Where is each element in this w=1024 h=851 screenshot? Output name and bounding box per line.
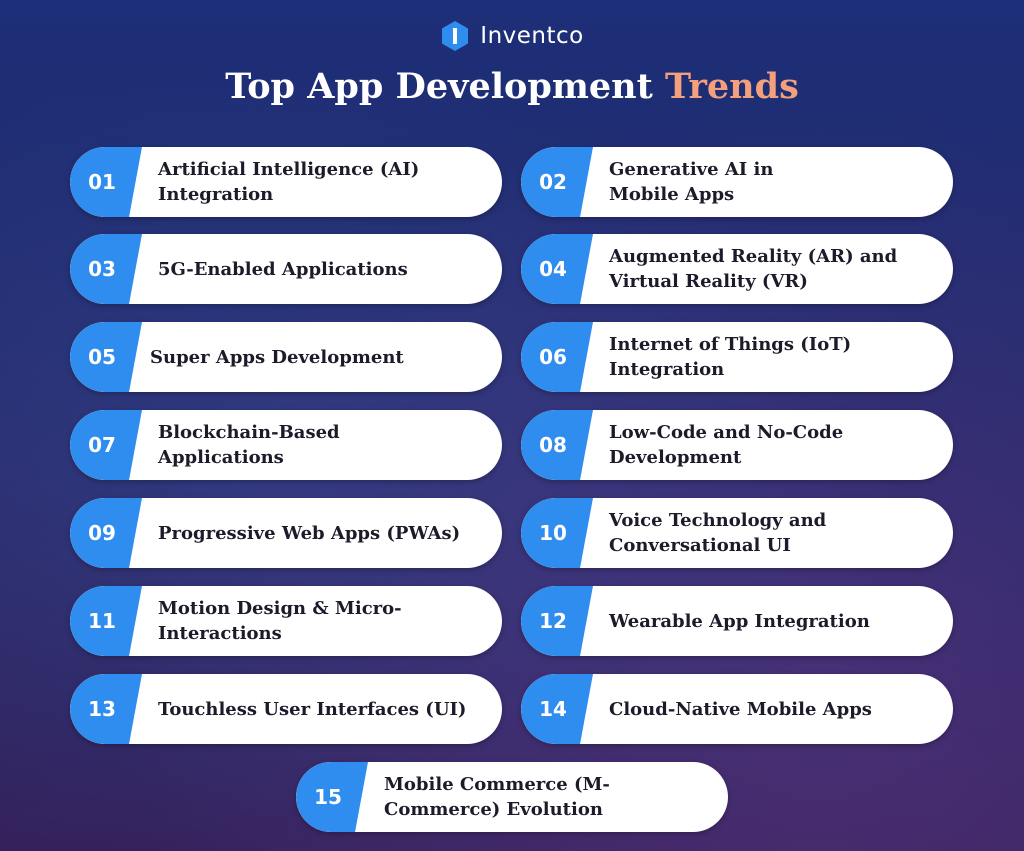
trend-label: Super Apps Development: [150, 322, 482, 392]
trend-label-line2: Applications: [158, 447, 284, 468]
trend-badge: [521, 674, 593, 744]
trend-card-05: 05 Super Apps Development: [70, 322, 502, 392]
trend-number: 02: [539, 170, 567, 194]
trend-label-line1: Low-Code and No-Code: [609, 422, 844, 443]
trend-badge: [70, 498, 142, 568]
trend-label-line1: Blockchain-Based: [158, 422, 340, 443]
trend-label-line2: Integration: [158, 184, 274, 205]
trend-number: 05: [88, 345, 116, 369]
trend-number: 14: [539, 697, 567, 721]
trend-label-line2: Integration: [609, 359, 725, 380]
page-title: Top App Development Trends: [0, 66, 1024, 107]
trend-label-line1: Mobile Commerce (M-: [384, 774, 610, 795]
trend-badge: [296, 762, 368, 832]
trend-card-10: 10 Voice Technology and Conversational UI: [521, 498, 953, 568]
trend-label: Wearable App Integration: [609, 586, 933, 656]
trend-number: 11: [88, 609, 116, 633]
trend-number: 04: [539, 257, 567, 281]
trend-badge: [521, 322, 593, 392]
trend-badge: [70, 147, 142, 217]
trend-label-line1: 5G-Enabled Applications: [158, 258, 408, 280]
trend-badge: [70, 674, 142, 744]
trend-label: Low-Code and No-Code Development: [609, 410, 933, 480]
trend-label: Progressive Web Apps (PWAs): [158, 498, 482, 568]
trend-label-line2: Development: [609, 447, 742, 468]
trend-label: Generative AI in Mobile Apps: [609, 147, 933, 217]
trend-label: Augmented Reality (AR) and Virtual Realit…: [609, 234, 933, 304]
trend-label-line1: Generative AI in: [609, 159, 774, 180]
trend-badge: [521, 410, 593, 480]
trend-label-line1: Internet of Things (IoT): [609, 334, 852, 355]
trend-card-07: 07 Blockchain-Based Applications: [70, 410, 502, 480]
trend-label-line1: Cloud-Native Mobile Apps: [609, 698, 872, 720]
trend-label-line1: Artificial Intelligence (AI): [158, 159, 420, 180]
trend-label: Motion Design & Micro- Interactions: [158, 586, 482, 656]
trend-number: 09: [88, 521, 116, 545]
trend-label-line1: Augmented Reality (AR) and: [609, 246, 898, 267]
trend-label-line2: Interactions: [158, 623, 282, 644]
trend-label-line1: Touchless User Interfaces (UI): [158, 698, 467, 720]
trend-label: Blockchain-Based Applications: [158, 410, 482, 480]
trend-number: 15: [314, 785, 342, 809]
trend-badge: [521, 147, 593, 217]
trend-label-line2: Conversational UI: [609, 535, 791, 556]
trend-label-line2: Commerce) Evolution: [384, 799, 603, 820]
trend-label-line1: Progressive Web Apps (PWAs): [158, 522, 461, 544]
trend-number: 08: [539, 433, 567, 457]
brand-name: Inventco: [480, 23, 584, 49]
trend-label: Touchless User Interfaces (UI): [158, 674, 482, 744]
trend-label-line1: Voice Technology and: [609, 510, 827, 531]
trend-badge: [521, 586, 593, 656]
trend-card-12: 12 Wearable App Integration: [521, 586, 953, 656]
trend-number: 13: [88, 697, 116, 721]
trend-number: 07: [88, 433, 116, 457]
trend-label: Artificial Intelligence (AI) Integration: [158, 147, 482, 217]
trend-number: 01: [88, 170, 116, 194]
trend-badge: [521, 498, 593, 568]
trend-label-line1: Wearable App Integration: [609, 610, 870, 632]
trend-label-line2: Virtual Reality (VR): [609, 271, 808, 292]
trend-badge: [70, 234, 142, 304]
trend-card-04: 04 Augmented Reality (AR) and Virtual Rea…: [521, 234, 953, 304]
trend-number: 10: [539, 521, 567, 545]
trend-number: 06: [539, 345, 567, 369]
trend-label-line1: Motion Design & Micro-: [158, 598, 402, 619]
trend-badge: [521, 234, 593, 304]
hexagon-i-logo-icon: [442, 21, 469, 51]
trend-card-14: 14 Cloud-Native Mobile Apps: [521, 674, 953, 744]
trend-card-11: 11 Motion Design & Micro- Interactions: [70, 586, 502, 656]
trend-card-03: 03 5G-Enabled Applications: [70, 234, 502, 304]
trend-card-13: 13 Touchless User Interfaces (UI): [70, 674, 502, 744]
trend-badge: [70, 586, 142, 656]
trend-label-line1: Super Apps Development: [150, 346, 404, 368]
trend-card-01: 01 Artificial Intelligence (AI) Integrati…: [70, 147, 502, 217]
trend-label-line2: Mobile Apps: [609, 184, 735, 205]
trend-card-06: 06 Internet of Things (IoT) Integration: [521, 322, 953, 392]
trend-label: Cloud-Native Mobile Apps: [609, 674, 933, 744]
title-accent: Trends: [664, 66, 799, 107]
trend-label: 5G-Enabled Applications: [158, 234, 482, 304]
trend-label: Internet of Things (IoT) Integration: [609, 322, 933, 392]
trend-label: Voice Technology and Conversational UI: [609, 498, 933, 568]
trend-card-15: 15 Mobile Commerce (M- Commerce) Evolutio…: [296, 762, 728, 832]
brand: Inventco: [0, 20, 1024, 52]
title-main: Top App Development: [225, 66, 653, 107]
trend-label: Mobile Commerce (M- Commerce) Evolution: [384, 762, 708, 832]
trend-badge: [70, 322, 142, 392]
trend-badge: [70, 410, 142, 480]
trend-card-02: 02 Generative AI in Mobile Apps: [521, 147, 953, 217]
trend-number: 03: [88, 257, 116, 281]
trend-card-08: 08 Low-Code and No-Code Development: [521, 410, 953, 480]
trend-number: 12: [539, 609, 567, 633]
trend-card-09: 09 Progressive Web Apps (PWAs): [70, 498, 502, 568]
